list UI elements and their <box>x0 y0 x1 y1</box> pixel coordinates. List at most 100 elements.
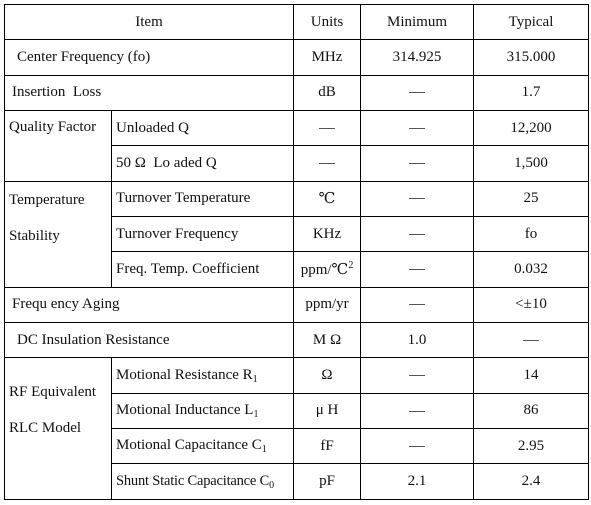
dc-insulation-label: DC Insulation Resistance <box>4 322 294 359</box>
unloaded-q-label: Unloaded Q <box>111 110 294 147</box>
motional-capacitance-subscript: 1 <box>261 444 267 456</box>
dash-icon <box>523 339 539 341</box>
row-turnover-temperature: Temperature Stability Turnover Temperatur… <box>4 180 589 288</box>
loaded-q-label: 50 Ω Lo aded Q <box>111 145 294 182</box>
insertion-loss-minimum <box>360 74 474 112</box>
dc-insulation-units: M Ω <box>293 322 361 359</box>
loaded-q-typical: 1,500 <box>473 145 589 182</box>
header-units: Units <box>293 3 361 41</box>
shunt-capacitance-text: Shunt Static Capacitance C <box>116 472 270 489</box>
turnover-temperature-minimum <box>360 180 474 218</box>
turnover-frequency-minimum <box>360 216 474 253</box>
center-frequency-label: Center Frequency (fo) <box>4 39 294 76</box>
ftc-units-superscript: 2 <box>348 260 354 272</box>
insertion-loss-units: dB <box>293 74 361 112</box>
dash-icon <box>409 92 425 94</box>
dc-insulation-typical <box>473 322 589 359</box>
unloaded-q-typical: 12,200 <box>473 110 589 147</box>
temperature-stability-line1: Temperature <box>9 191 85 208</box>
ftc-units-text: ppm/℃ <box>300 262 349 279</box>
dash-icon <box>409 375 425 377</box>
turnover-frequency-typical: fo <box>473 216 589 253</box>
row-motional-inductance: Motional Inductance L1 μ H 86 <box>5 392 589 430</box>
loaded-q-units <box>293 145 361 182</box>
row-insertion-loss: Insertion Loss dB 1.7 <box>4 74 589 112</box>
turnover-temperature-typical: 25 <box>473 180 589 218</box>
turnover-temperature-label: Turnover Temperature <box>111 180 294 218</box>
shunt-capacitance-minimum: 2.1 <box>360 463 474 500</box>
frequency-aging-minimum <box>360 286 474 324</box>
motional-inductance-label: Motional Inductance L1 <box>111 392 294 430</box>
dash-icon <box>409 410 425 412</box>
insertion-loss-label: Insertion Loss <box>4 74 294 112</box>
temperature-stability-group: Temperature Stability <box>4 180 112 288</box>
motional-resistance-text: Motional Resistance R <box>116 366 253 383</box>
specification-table: Item Units Minimum Typical Center Freque… <box>4 3 589 500</box>
frequency-aging-label: Frequ ency Aging <box>4 286 294 324</box>
frequency-aging-units: ppm/yr <box>293 286 361 324</box>
ftc-minimum <box>360 251 474 288</box>
center-frequency-units: MHz <box>293 39 361 76</box>
row-unloaded-q: Quality Factor Unloaded Q 12,200 <box>4 110 589 182</box>
motional-capacitance-units: fF <box>293 428 361 465</box>
unloaded-q-minimum <box>360 110 474 147</box>
shunt-capacitance-typical: 2.4 <box>473 463 589 500</box>
turnover-frequency-units: KHz <box>293 216 361 253</box>
temperature-stability-line2: Stability <box>9 227 60 244</box>
dash-icon <box>409 445 425 447</box>
shunt-capacitance-subscript: 0 <box>269 479 274 491</box>
header-typical: Typical <box>473 3 589 41</box>
motional-capacitance-text: Motional Capacitance C <box>116 437 262 454</box>
dash-icon <box>319 127 335 129</box>
turnover-temperature-units: ℃ <box>293 180 361 218</box>
motional-resistance-subscript: 1 <box>252 373 258 385</box>
dash-icon <box>409 163 425 165</box>
motional-capacitance-typical: 2.95 <box>473 428 589 465</box>
row-center-frequency: Center Frequency (fo) MHz 314.925 315.00… <box>4 39 589 76</box>
header-item: Item <box>4 3 294 41</box>
header-row: Item Units Minimum Typical <box>4 3 589 41</box>
quality-factor-group: Quality Factor <box>4 110 112 182</box>
row-frequency-aging: Frequ ency Aging ppm/yr <±10 <box>4 286 589 324</box>
dash-icon <box>409 198 425 200</box>
dc-insulation-minimum: 1.0 <box>360 322 474 359</box>
center-frequency-minimum: 314.925 <box>360 39 474 76</box>
motional-inductance-typical: 86 <box>473 392 589 430</box>
frequency-aging-typical: <±10 <box>473 286 589 324</box>
ftc-typical: 0.032 <box>473 251 589 288</box>
loaded-q-minimum <box>360 145 474 182</box>
row-turnover-frequency: Turnover Frequency KHz fo <box>5 216 589 253</box>
motional-inductance-units: μ H <box>293 392 361 430</box>
motional-resistance-units: Ω <box>293 357 361 394</box>
motional-resistance-minimum <box>360 357 474 394</box>
row-motional-resistance: RF Equivalent RLC Model Motional Resistan… <box>4 357 589 500</box>
turnover-frequency-label: Turnover Frequency <box>111 216 294 253</box>
dash-icon <box>409 233 425 235</box>
unloaded-q-units <box>293 110 361 147</box>
motional-resistance-label: Motional Resistance R1 <box>111 357 294 394</box>
header-minimum: Minimum <box>360 3 474 41</box>
row-motional-capacitance: Motional Capacitance C1 fF 2.95 <box>5 428 589 465</box>
motional-capacitance-label: Motional Capacitance C1 <box>111 428 294 465</box>
row-shunt-capacitance: Shunt Static Capacitance C0 pF 2.1 2.4 <box>5 463 589 500</box>
dash-icon <box>409 269 425 271</box>
insertion-loss-typical: 1.7 <box>473 74 589 112</box>
motional-inductance-text: Motional Inductance L <box>116 401 254 418</box>
dash-icon <box>409 127 425 129</box>
motional-resistance-typical: 14 <box>473 357 589 394</box>
shunt-capacitance-units: pF <box>293 463 361 500</box>
shunt-capacitance-label: Shunt Static Capacitance C0 <box>111 463 294 500</box>
dash-icon <box>409 304 425 306</box>
row-loaded-q: 50 Ω Lo aded Q 1,500 <box>5 145 589 182</box>
row-ftc: Freq. Temp. Coefficient ppm/℃2 0.032 <box>5 251 589 288</box>
ftc-label: Freq. Temp. Coefficient <box>111 251 294 288</box>
center-frequency-typical: 315.000 <box>473 39 589 76</box>
ftc-units: ppm/℃2 <box>293 251 361 288</box>
row-dc-insulation: DC Insulation Resistance M Ω 1.0 <box>4 322 589 359</box>
rlc-model-group: RF Equivalent RLC Model <box>4 357 112 500</box>
rlc-model-line2: RLC Model <box>9 420 82 437</box>
dash-icon <box>319 163 335 165</box>
motional-inductance-subscript: 1 <box>253 408 259 420</box>
motional-inductance-minimum <box>360 392 474 430</box>
motional-capacitance-minimum <box>360 428 474 465</box>
